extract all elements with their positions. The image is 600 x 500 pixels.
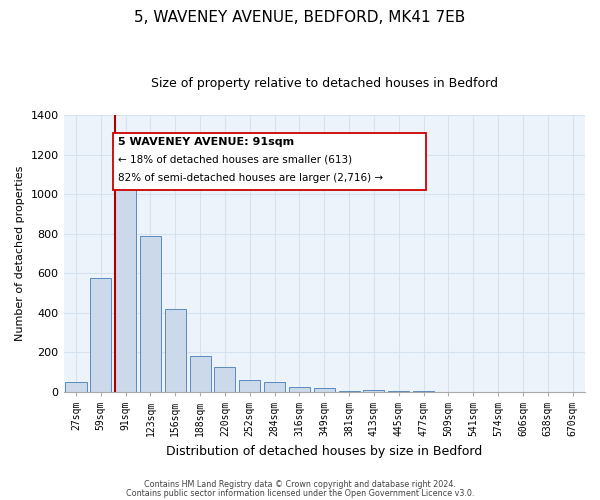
Bar <box>314 388 335 392</box>
Text: 5 WAVENEY AVENUE: 91sqm: 5 WAVENEY AVENUE: 91sqm <box>118 136 295 146</box>
Text: ← 18% of detached houses are smaller (613): ← 18% of detached houses are smaller (61… <box>118 154 352 164</box>
Text: Contains public sector information licensed under the Open Government Licence v3: Contains public sector information licen… <box>126 488 474 498</box>
X-axis label: Distribution of detached houses by size in Bedford: Distribution of detached houses by size … <box>166 444 482 458</box>
Text: 82% of semi-detached houses are larger (2,716) →: 82% of semi-detached houses are larger (… <box>118 172 383 182</box>
Bar <box>338 391 359 392</box>
Bar <box>239 380 260 392</box>
Bar <box>115 186 136 392</box>
Bar <box>214 367 235 392</box>
Bar <box>65 382 86 392</box>
Bar <box>140 236 161 392</box>
FancyBboxPatch shape <box>113 134 426 190</box>
Text: Contains HM Land Registry data © Crown copyright and database right 2024.: Contains HM Land Registry data © Crown c… <box>144 480 456 489</box>
Bar <box>364 390 385 392</box>
Bar <box>289 387 310 392</box>
Bar <box>190 356 211 392</box>
Text: 5, WAVENEY AVENUE, BEDFORD, MK41 7EB: 5, WAVENEY AVENUE, BEDFORD, MK41 7EB <box>134 10 466 25</box>
Title: Size of property relative to detached houses in Bedford: Size of property relative to detached ho… <box>151 78 498 90</box>
Bar <box>264 382 285 392</box>
Y-axis label: Number of detached properties: Number of detached properties <box>15 166 25 342</box>
Bar <box>90 278 112 392</box>
Bar <box>165 309 186 392</box>
